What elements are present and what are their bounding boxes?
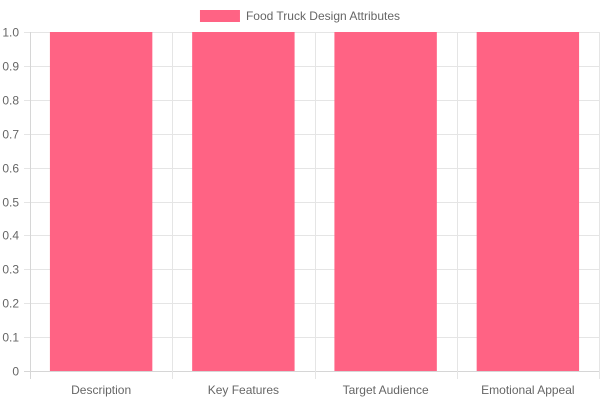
y-tick-label: 0 (12, 365, 19, 379)
y-tick-label: 0.7 (2, 128, 19, 142)
x-tick-label: Emotional Appeal (481, 383, 574, 397)
bar-emotional-appeal[interactable] (476, 32, 580, 371)
y-tick-label: 0.9 (2, 60, 19, 74)
legend-swatch (199, 10, 240, 22)
y-tick-label: 0.3 (2, 263, 19, 277)
y-tick-label: 0.5 (2, 196, 19, 210)
y-tick-label: 1.0 (2, 26, 19, 40)
bar-key-features[interactable] (192, 32, 295, 371)
bar-description[interactable] (49, 32, 153, 371)
y-tick-label: 0.2 (2, 297, 19, 311)
bars (49, 32, 580, 371)
axes: 0 0.1 0.2 0.3 0.4 0.5 0.6 0.7 0.8 0.9 1.0 Descripti… (2, 26, 574, 398)
x-tick-label: Target Audience (343, 383, 429, 397)
y-tick-label: 0.1 (2, 331, 19, 345)
y-tick-label: 0.4 (2, 229, 19, 243)
x-tick-label: Description (71, 383, 131, 397)
legend[interactable]: Food Truck Design Attributes (199, 9, 400, 23)
bar-target-audience[interactable] (334, 32, 437, 371)
y-tick-label: 0.8 (2, 94, 19, 108)
y-tick-label: 0.6 (2, 162, 19, 176)
legend-label: Food Truck Design Attributes (246, 9, 400, 23)
x-tick-label: Key Features (208, 383, 279, 397)
